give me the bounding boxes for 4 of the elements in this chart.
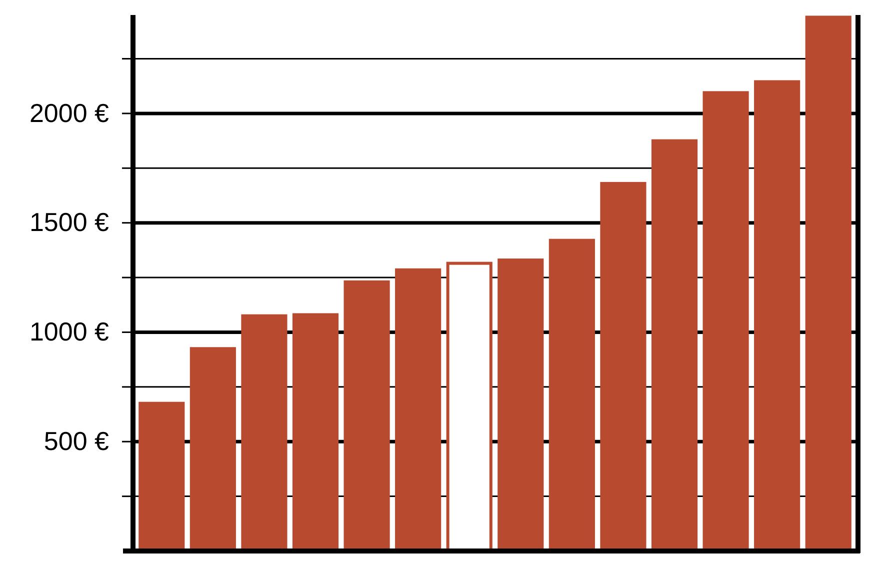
y-tick-label: 1500 € [29, 207, 110, 238]
y-tick-label: 500 € [44, 426, 110, 456]
y-tick-label: 2000 € [29, 98, 110, 128]
y-tick-label: 1000 € [29, 316, 110, 347]
